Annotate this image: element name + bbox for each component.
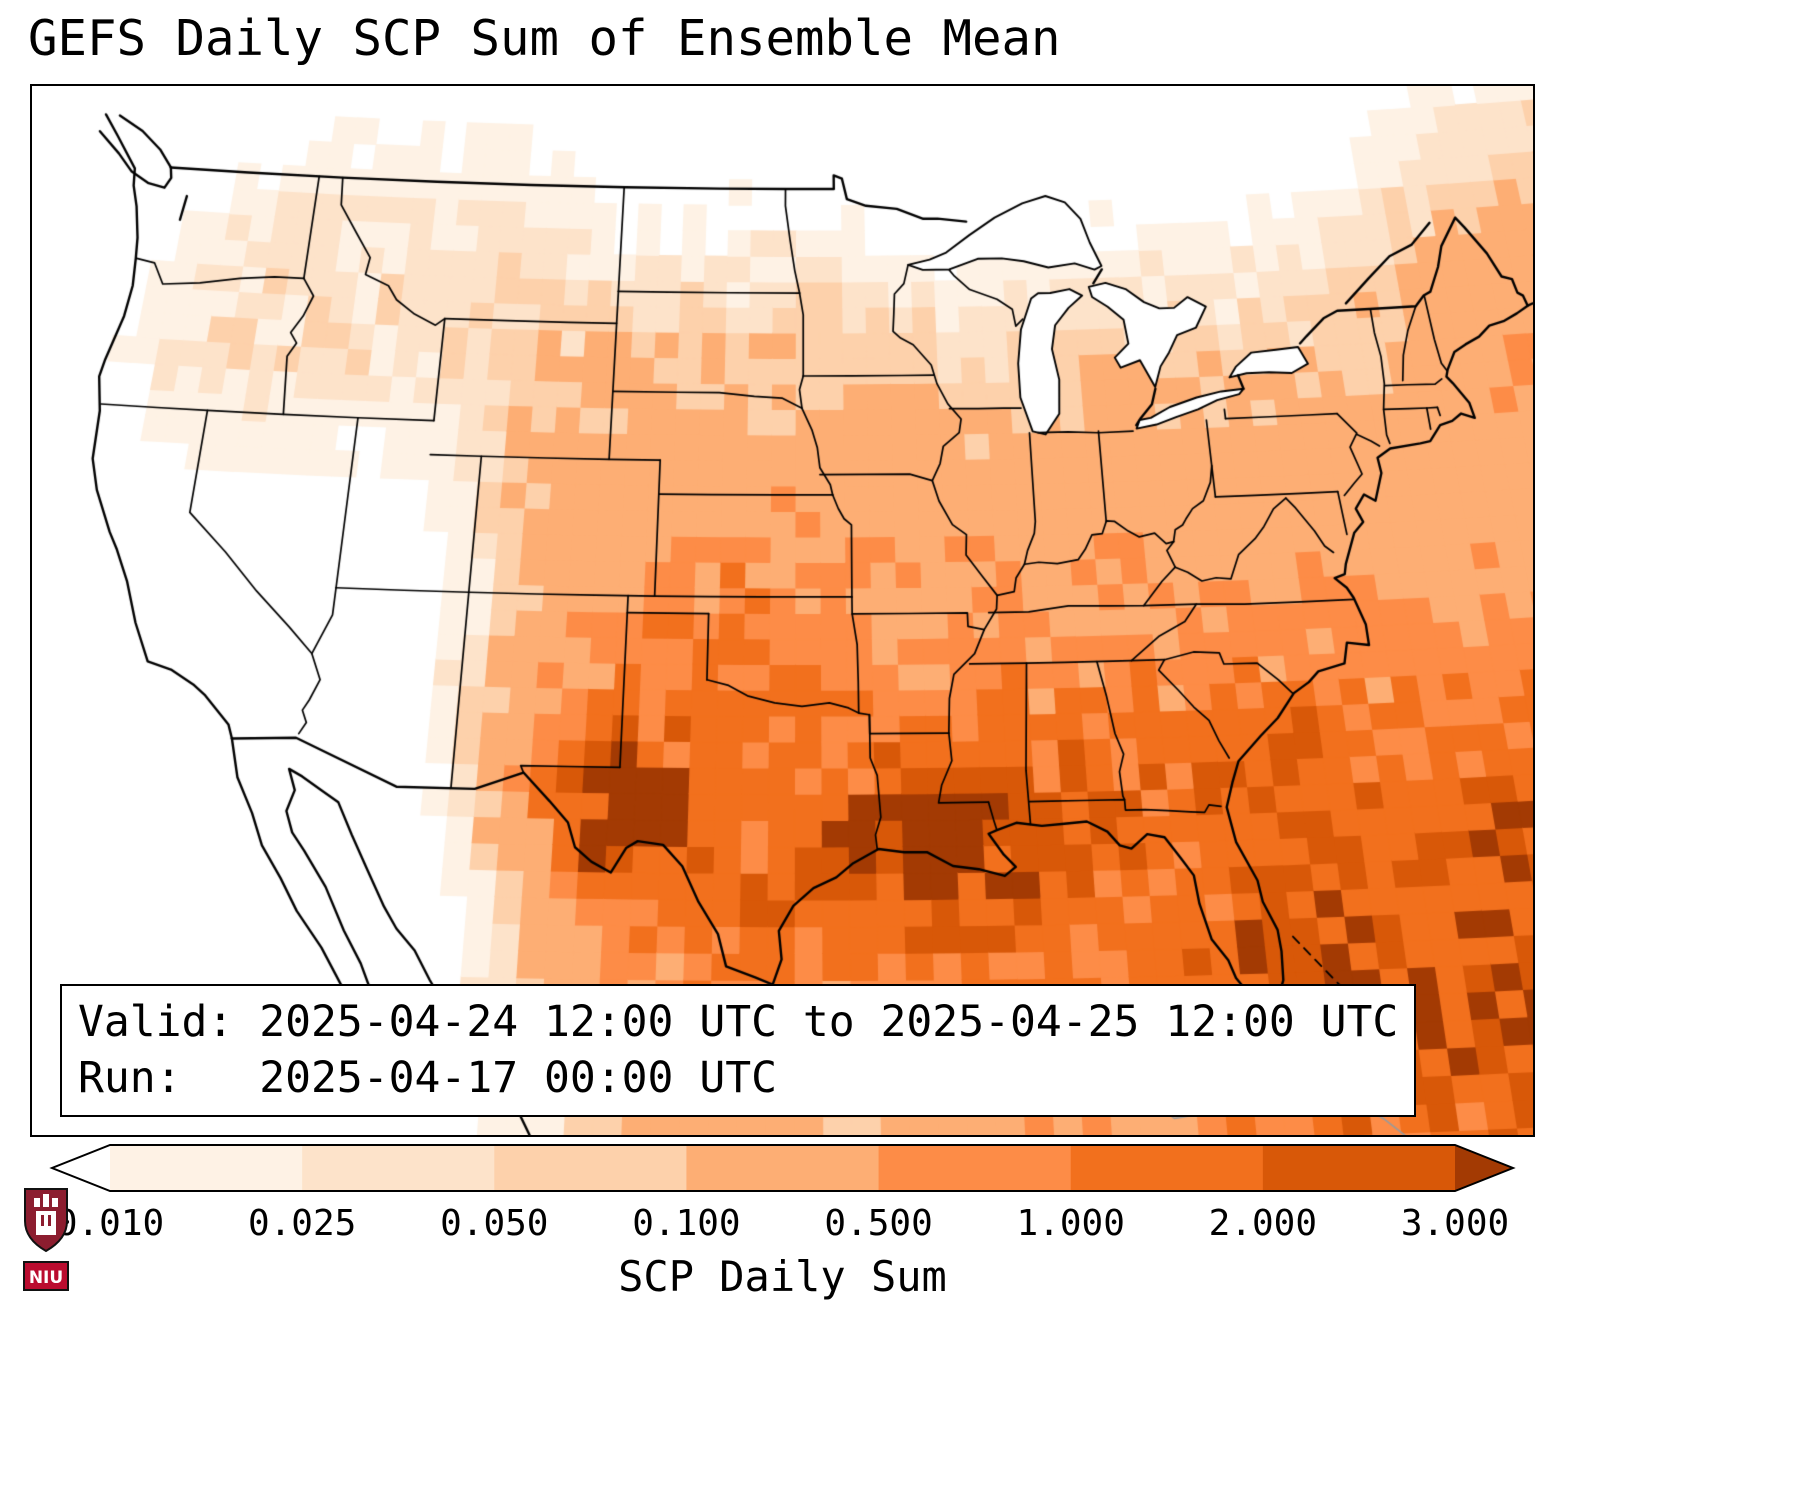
- colorbar-outline: [49, 1144, 1516, 1192]
- colorbar-tick-label: 0.010: [56, 1203, 164, 1244]
- niu-text-band: [23, 1261, 69, 1291]
- niu-castle-tower: [43, 1194, 49, 1207]
- map-frame: Valid: 2025-04-24 12:00 UTC to 2025-04-2…: [30, 84, 1535, 1137]
- colorbar-segment: [302, 1145, 495, 1191]
- niu-castle-tower: [52, 1198, 58, 1207]
- niu-logo-text: NIU: [29, 1268, 63, 1288]
- colorbar-segment: [686, 1145, 880, 1191]
- run-time-text: Run: 2025-04-17 00:00 UTC: [78, 1053, 777, 1104]
- page-title: GEFS Daily SCP Sum of Ensemble Mean: [28, 10, 1061, 67]
- colorbar-tick-label: 0.025: [248, 1203, 356, 1244]
- valid-run-info-box: Valid: 2025-04-24 12:00 UTC to 2025-04-2…: [60, 983, 1417, 1117]
- colorbar-segment: [1070, 1145, 1264, 1191]
- colorbar-tick-label: 0.100: [632, 1203, 740, 1244]
- colorbar-segment: [110, 1145, 303, 1191]
- niu-castle-body: [36, 1211, 56, 1235]
- niu-castle-slit: [41, 1215, 44, 1226]
- scp-heatmap-map: [32, 86, 1533, 1135]
- niu-logo: NIU: [23, 1188, 69, 1291]
- colorbar-tick-label: 1.000: [1017, 1203, 1125, 1244]
- colorbar-tick-label: 0.500: [824, 1203, 932, 1244]
- niu-castle-tower: [34, 1198, 40, 1207]
- colorbar-axis-label: SCP Daily Sum: [618, 1252, 947, 1301]
- niu-castle-slit: [48, 1215, 51, 1226]
- colorbar-segment: [1262, 1145, 1456, 1191]
- colorbar-segment: [878, 1145, 1072, 1191]
- colorbar: 0.010 0.025 0.050 0.100 0.500 1.000 2.000 3.000…: [49, 1144, 1516, 1301]
- colorbar-tick-label: 2.000: [1209, 1203, 1317, 1244]
- colorbar-tick-label: 3.000: [1401, 1203, 1509, 1244]
- colorbar-tick-label: 0.050: [440, 1203, 548, 1244]
- valid-time-text: Valid: 2025-04-24 12:00 UTC to 2025-04-2…: [78, 996, 1399, 1047]
- colorbar-segment: [494, 1145, 688, 1191]
- colorbar-over-arrow: [1455, 1145, 1513, 1191]
- colorbar-under-arrow: [52, 1145, 110, 1191]
